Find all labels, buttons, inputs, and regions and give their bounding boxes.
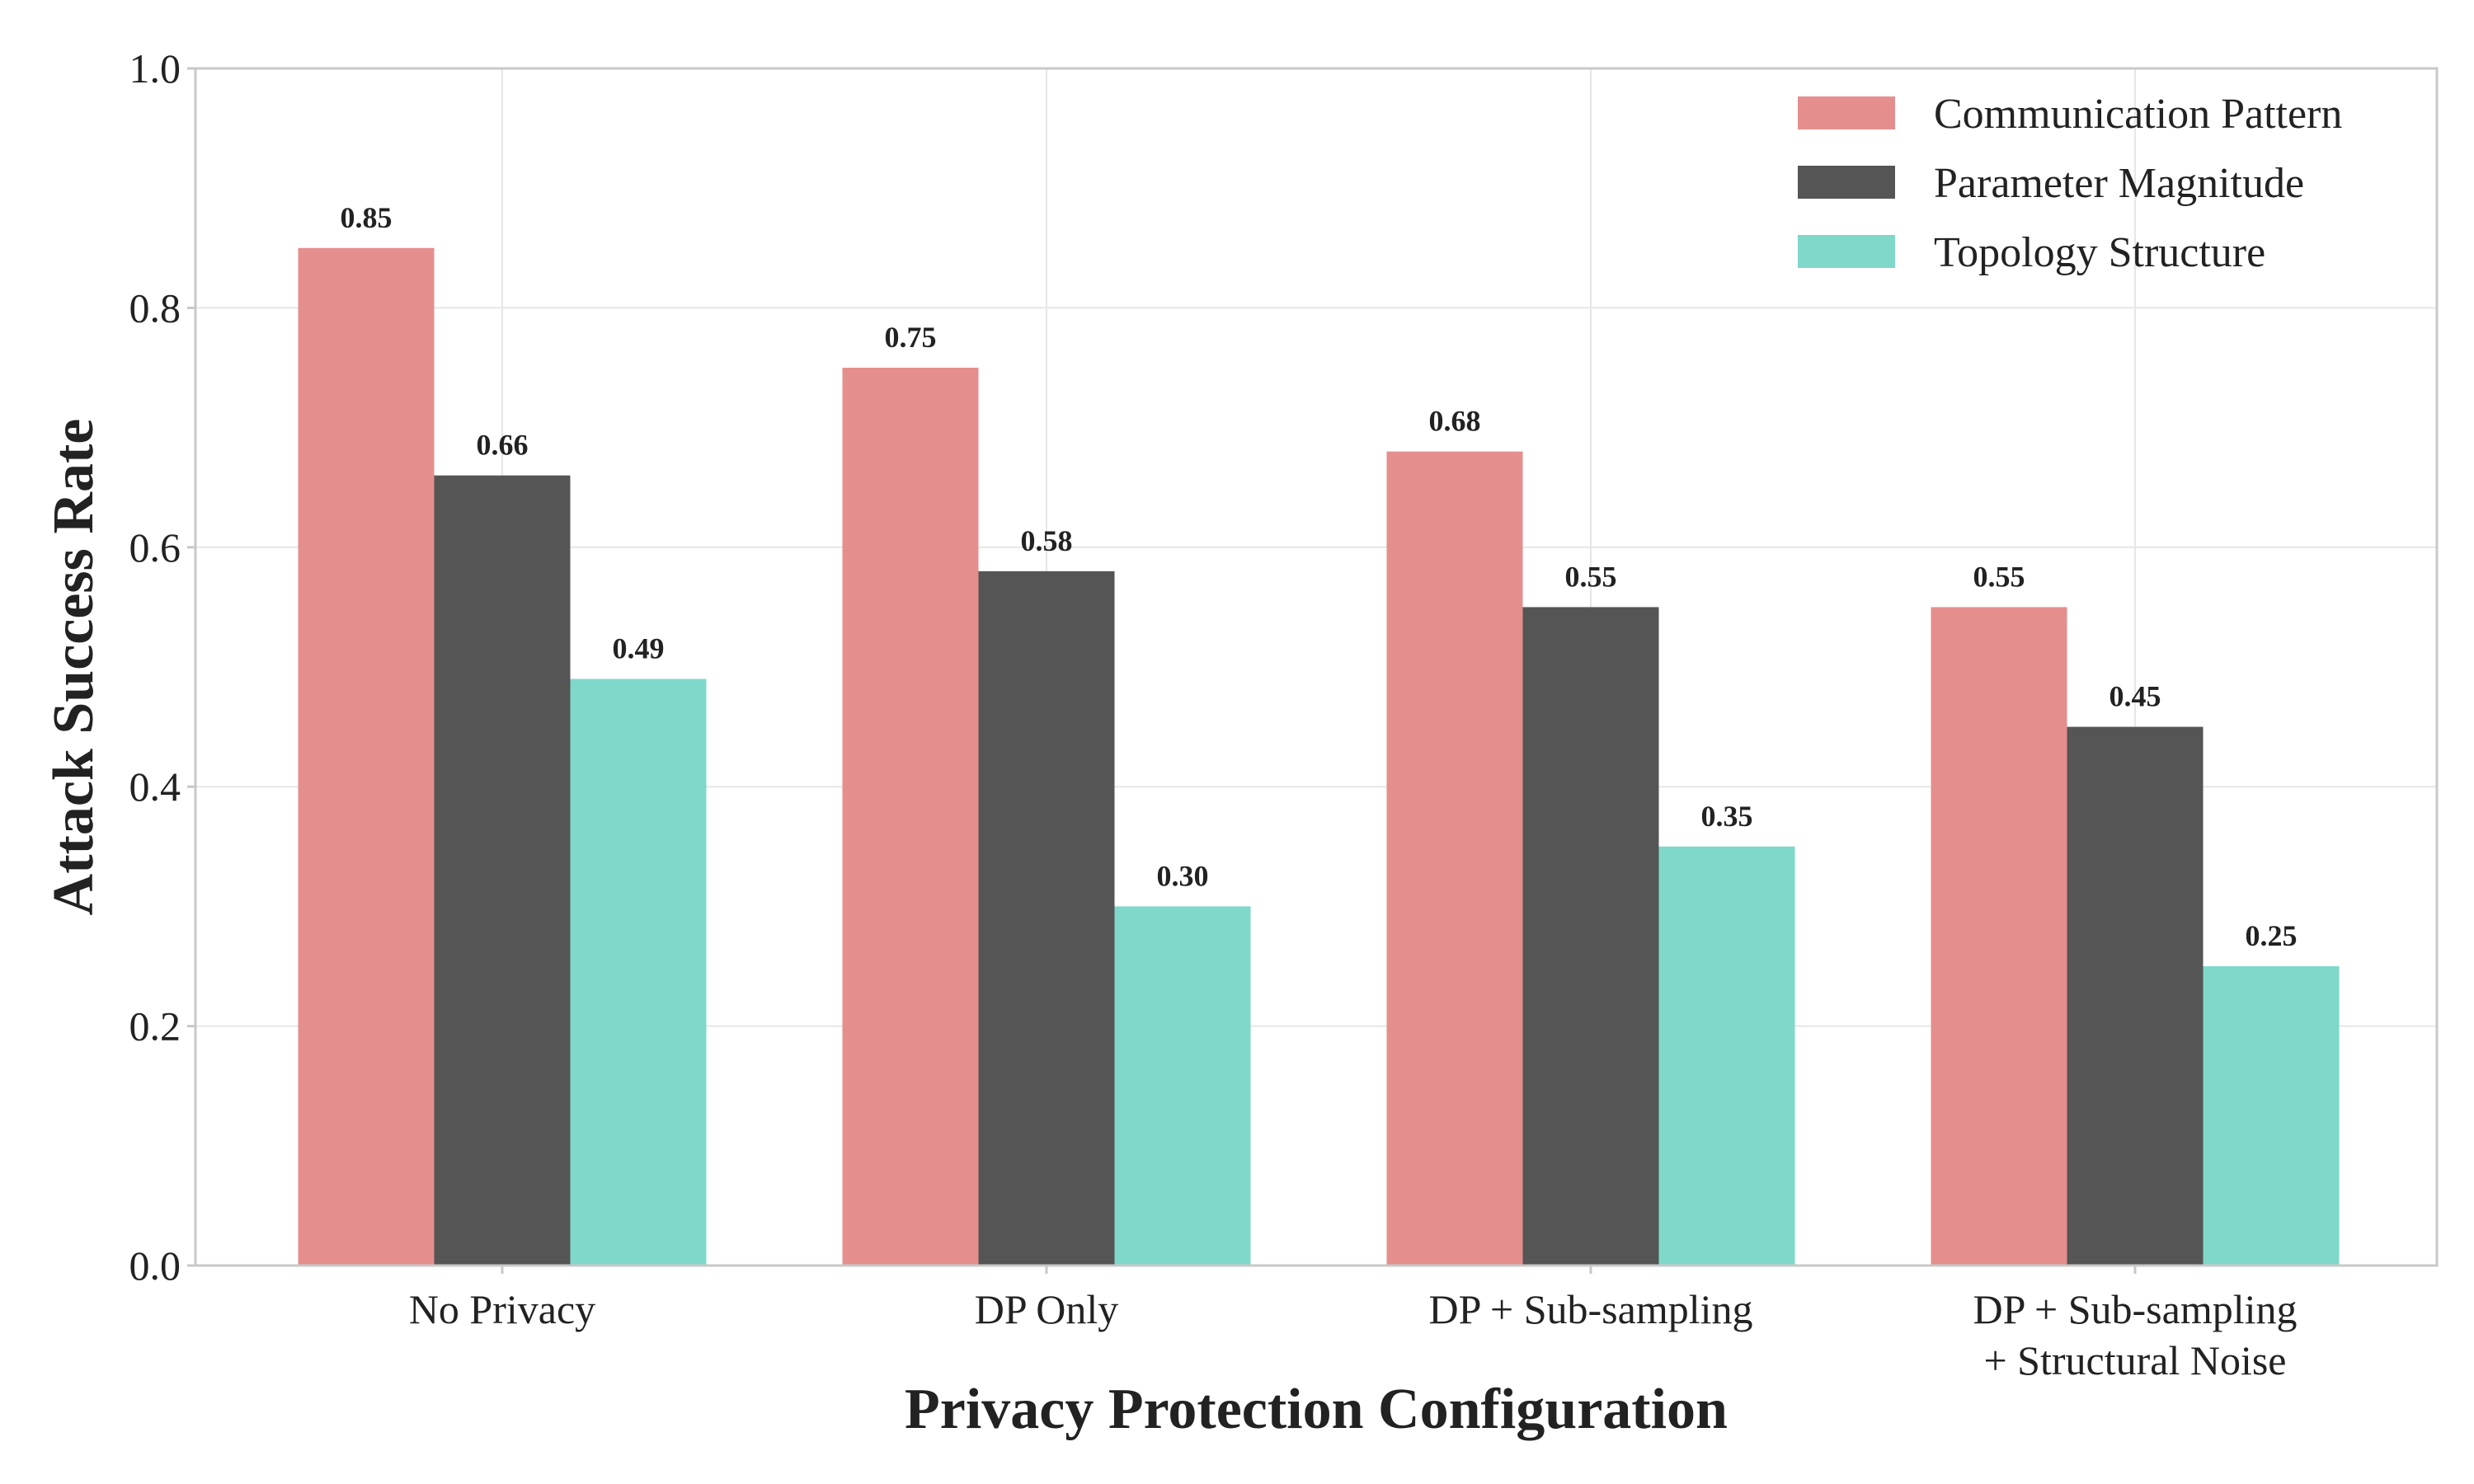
data-label: 0.35 — [1701, 800, 1753, 833]
x-tick-label: DP + Sub-sampling — [1428, 1286, 1752, 1332]
bar — [434, 475, 571, 1266]
bar — [842, 368, 979, 1266]
y-axis-title: Attack Success Rate — [42, 419, 106, 916]
x-tick-label: DP + Sub-sampling + Structural Noise — [1973, 1286, 2297, 1383]
x-tick-label: DP Only — [975, 1286, 1119, 1332]
x-axis-ticks: No Privacy DP Only DP + Sub-sampling DP + S… — [409, 1266, 2298, 1383]
bars — [298, 247, 2340, 1266]
data-label: 0.30 — [1157, 859, 1209, 892]
y-tick-label: 0.0 — [129, 1242, 181, 1289]
value-labels: 0.85 0.66 0.49 0.75 0.58 0.30 0.68 0.55 0.35 0.55… — [341, 201, 2298, 952]
x-tick-label: No Privacy — [409, 1286, 595, 1332]
data-label: 0.68 — [1429, 405, 1481, 438]
legend: Communication Pattern Parameter Magnitude… — [1798, 91, 2342, 276]
legend-label: Parameter Magnitude — [1934, 160, 2304, 207]
bar — [1386, 451, 1523, 1266]
bar — [298, 247, 435, 1266]
legend-label: Communication Pattern — [1934, 91, 2342, 138]
data-label: 0.58 — [1021, 524, 1073, 557]
bar — [2067, 726, 2204, 1266]
data-label: 0.75 — [885, 321, 937, 354]
plot-frame — [194, 67, 2439, 1267]
x-axis-title: Privacy Protection Configuration — [905, 1378, 1728, 1441]
data-label: 0.55 — [1973, 560, 2025, 593]
legend-label: Topology Structure — [1934, 229, 2265, 276]
bar — [1522, 607, 1659, 1266]
y-tick-label: 0.6 — [129, 524, 181, 571]
bar — [978, 571, 1115, 1266]
data-label: 0.66 — [477, 429, 529, 462]
data-label: 0.85 — [341, 201, 393, 234]
legend-swatch — [1798, 96, 1895, 129]
data-label: 0.25 — [2246, 919, 2298, 952]
y-tick-label: 1.0 — [129, 45, 181, 92]
y-axis-ticks: 0.0 0.2 0.4 0.6 0.8 1.0 — [129, 45, 195, 1289]
y-tick-label: 0.2 — [129, 1003, 181, 1050]
bar — [1114, 906, 1251, 1266]
bar — [1931, 607, 2067, 1266]
data-label: 0.55 — [1565, 560, 1617, 593]
data-label: 0.49 — [613, 632, 665, 665]
y-tick-label: 0.8 — [129, 284, 181, 331]
bar — [1658, 846, 1795, 1266]
bar — [570, 679, 707, 1266]
data-label: 0.45 — [2109, 680, 2161, 713]
legend-swatch — [1798, 166, 1895, 199]
legend-swatch — [1798, 235, 1895, 268]
y-tick-label: 0.4 — [129, 763, 181, 810]
bar — [2203, 966, 2340, 1266]
